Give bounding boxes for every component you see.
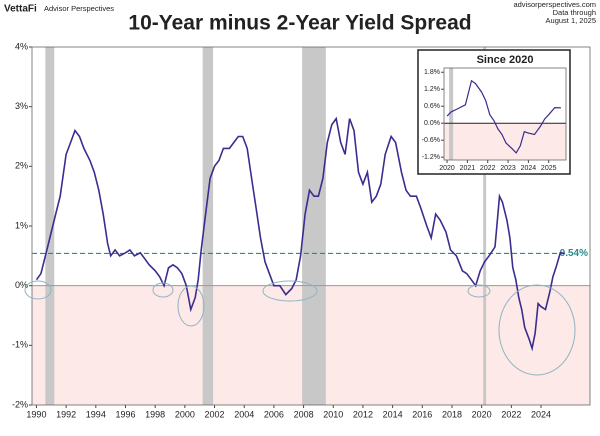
y-tick-label: 0.0%	[424, 120, 440, 127]
x-tick-label: 2021	[460, 165, 476, 172]
x-tick-label: 2018	[442, 409, 462, 419]
x-tick-label: 2025	[541, 165, 557, 172]
x-tick-label: 2022	[501, 409, 521, 419]
y-tick-label: 4%	[15, 41, 28, 51]
y-tick-label: -1%	[12, 340, 28, 350]
inset-plot: -1.2% -0.6% 0.0% 0.6% 1.2% 1.8% 2020 2021 2022 20…	[422, 54, 567, 172]
y-tick-label: -0.6%	[422, 137, 440, 144]
spread-line	[35, 116, 565, 352]
x-tick-label: 2024	[531, 409, 551, 419]
plot-frame	[31, 46, 591, 406]
y-tick-label: -1.2%	[422, 154, 440, 161]
x-tick-label: 1996	[115, 409, 135, 419]
note: August 1, 2025	[546, 16, 596, 25]
highlight-ellipse	[152, 282, 174, 298]
x-tick-label: 2022	[480, 165, 496, 172]
x-tick-label: 2008	[294, 409, 314, 419]
recession-band	[302, 47, 326, 405]
brand: VettaFi	[4, 4, 37, 15]
y-tick-label: 0%	[15, 280, 28, 290]
x-tick-label: 2006	[264, 409, 284, 419]
highlight-ellipse	[467, 284, 491, 298]
highlight-ellipse	[24, 280, 52, 300]
main-plot: -2% -1% 0% 1% 2% 3% 4% 1990 1992 1994 1996 1998 2000…	[12, 41, 591, 419]
x-tick-label: 2012	[353, 409, 373, 419]
x-tick-label: 2014	[383, 409, 403, 419]
x-tick-label: 2023	[500, 165, 516, 172]
x-tick-label: 2004	[234, 409, 254, 419]
x-tick-label: 1990	[26, 409, 46, 419]
y-tick-label: 3%	[15, 101, 28, 111]
x-tick-label: 2024	[521, 165, 537, 172]
x-tick-label: 2020	[472, 409, 492, 419]
chart-title: 10-Year minus 2-Year Yield Spread	[128, 12, 471, 35]
x-tick-label: 1998	[145, 409, 165, 419]
x-tick-label: 2000	[175, 409, 195, 419]
recession-band	[45, 47, 55, 405]
highlight-ellipse	[498, 284, 576, 376]
spread-line	[446, 79, 561, 154]
reference-label: 0.54%	[560, 248, 588, 259]
x-tick-label: 2016	[412, 409, 432, 419]
brand-sub: Advisor Perspectives	[44, 4, 114, 13]
x-tick-label: 2020	[439, 165, 455, 172]
recession-band	[449, 68, 454, 160]
recession-band	[202, 47, 214, 405]
y-tick-label: 1.8%	[424, 69, 440, 76]
y-tick-label: 1%	[15, 220, 28, 230]
highlights	[24, 280, 576, 376]
plot-frame	[443, 67, 567, 161]
x-tick-label: 1994	[86, 409, 106, 419]
recession-band	[483, 47, 487, 405]
y-tick-label: 2%	[15, 161, 28, 171]
y-tick-label: -2%	[12, 399, 28, 409]
site: advisorperspectives.com	[513, 0, 596, 9]
x-tick-label: 1992	[56, 409, 76, 419]
highlight-ellipse	[177, 285, 205, 327]
x-tick-label: 2002	[205, 409, 225, 419]
highlight-ellipse	[262, 280, 318, 302]
y-tick-label: 1.2%	[424, 86, 440, 93]
note: Data through	[553, 8, 596, 17]
inset-title: Since 2020	[477, 54, 534, 66]
y-tick-label: 0.6%	[424, 103, 440, 110]
x-tick-label: 2010	[323, 409, 343, 419]
